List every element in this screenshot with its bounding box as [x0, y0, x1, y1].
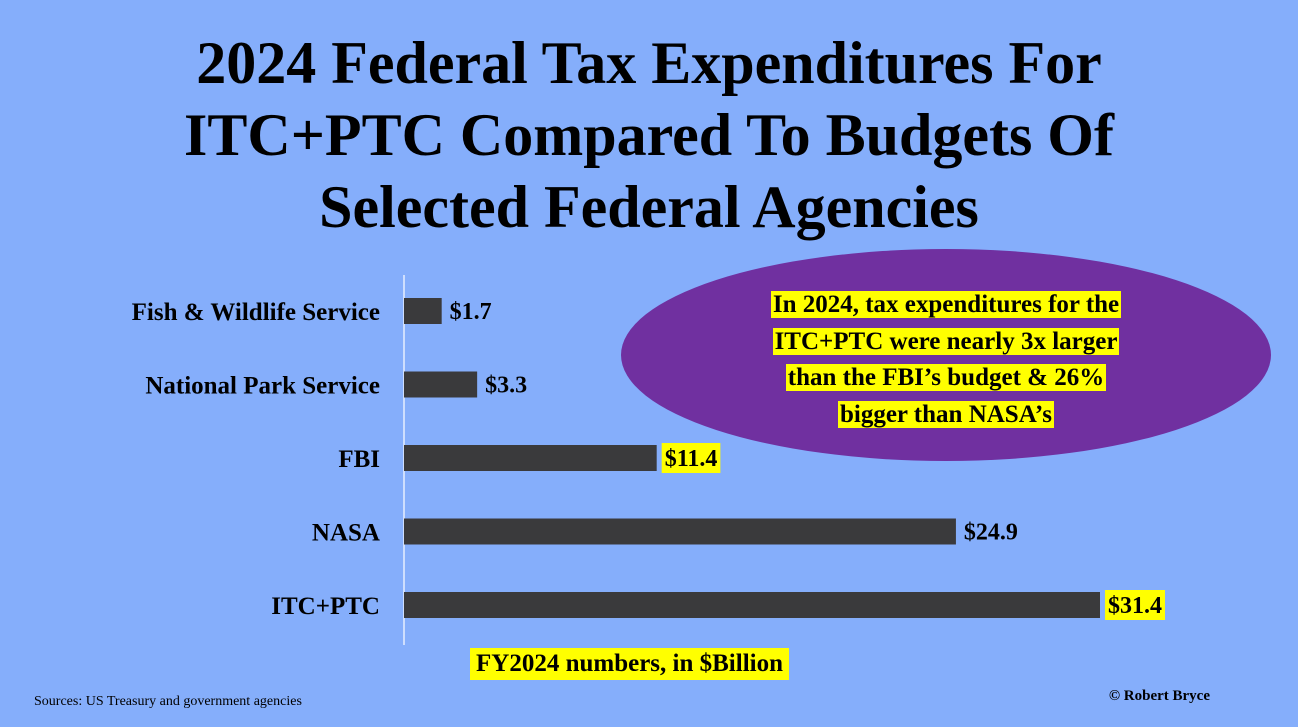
callout-line-3: than the FBI’s budget & 26% — [785, 364, 1107, 391]
value-label: $3.3 — [485, 373, 527, 399]
chart-title-line-2: ITC+PTC Compared To Budgets Of — [184, 102, 1114, 168]
units-note: FY2024 numbers, in $Billion — [470, 648, 789, 680]
chart-title-line-1: 2024 Federal Tax Expenditures For — [196, 30, 1102, 96]
value-label-highlight — [661, 443, 721, 473]
category-label: ITC+PTC — [271, 593, 380, 620]
value-label: $1.7 — [450, 299, 492, 325]
bar — [404, 445, 657, 471]
value-label-highlight — [1105, 590, 1165, 620]
category-label: FBI — [338, 446, 380, 473]
callout-line-1: In 2024, tax expenditures for the — [770, 291, 1122, 318]
value-label: $31.4 — [1108, 593, 1162, 619]
callout-line-2: ITC+PTC were nearly 3x larger — [772, 327, 1120, 355]
bar — [404, 371, 478, 398]
category-label: NASA — [312, 520, 380, 547]
callout-text: In 2024, tax expenditures for the ITC+PT… — [700, 287, 1192, 433]
bar — [404, 298, 442, 324]
category-label: National Park Service — [145, 373, 380, 400]
value-label: $11.4 — [665, 446, 718, 472]
copyright-note: © Robert Bryce — [1108, 688, 1210, 704]
sources-note: Sources: US Treasury and government agen… — [34, 694, 302, 709]
bar — [404, 592, 1100, 618]
chart-title-line-3: Selected Federal Agencies — [319, 174, 979, 240]
callout-line-4: bigger than NASA’s — [837, 400, 1055, 428]
value-label: $24.9 — [964, 520, 1018, 546]
category-label: Fish & Wildlife Service — [132, 299, 380, 326]
bar — [404, 518, 956, 545]
